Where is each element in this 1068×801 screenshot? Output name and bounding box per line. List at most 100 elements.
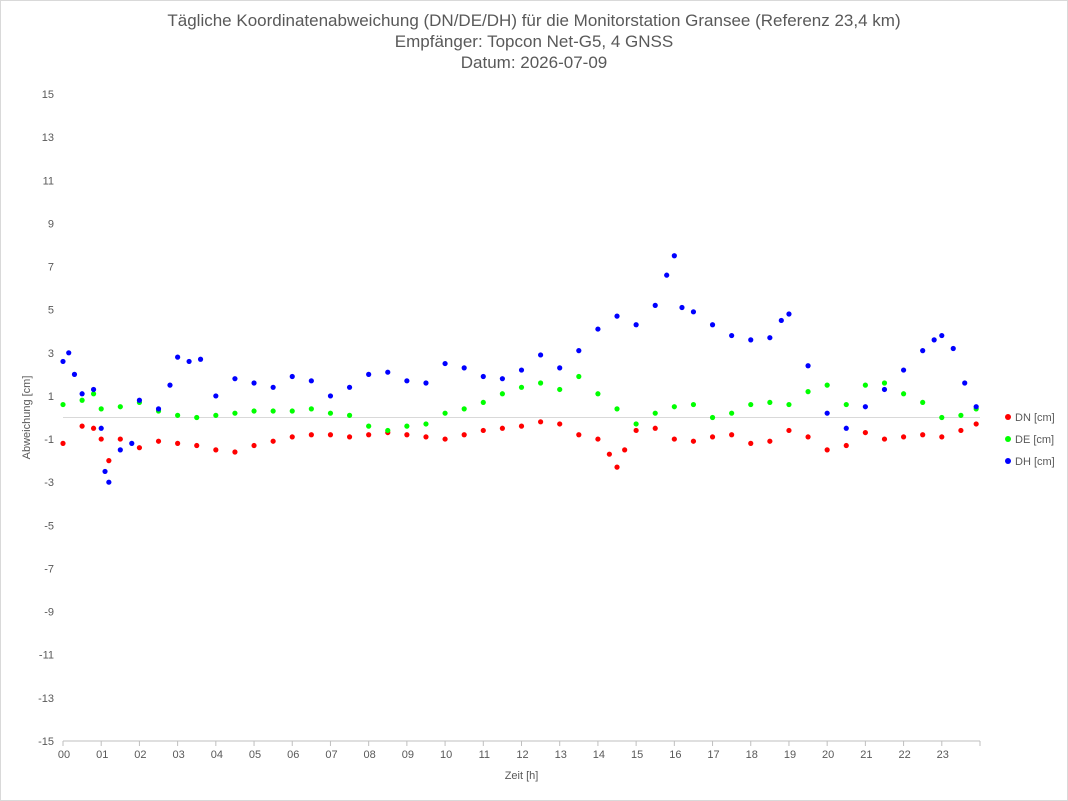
data-point-dh: [213, 393, 219, 399]
chart-title: Tägliche Koordinatenabweichung (DN/DE/DH…: [167, 11, 901, 30]
data-point-dh: [824, 410, 830, 416]
data-point-dn: [442, 436, 448, 442]
data-point-dn: [958, 427, 964, 434]
data-point-de: [748, 401, 754, 408]
x-tick-label: 02: [134, 749, 146, 761]
y-tick-label: 7: [48, 262, 54, 274]
data-point-dh: [442, 360, 448, 367]
x-axis-title: Zeit [h]: [505, 770, 539, 782]
data-point-dn: [690, 438, 697, 444]
data-point-dn: [786, 427, 792, 434]
data-point-dh: [939, 332, 945, 339]
data-point-de: [98, 406, 104, 412]
plot-marks: [60, 253, 979, 485]
data-point-dh: [709, 322, 716, 328]
x-tick-label: 16: [669, 749, 681, 761]
data-point-dh: [308, 378, 314, 384]
data-point-dn: [79, 423, 85, 429]
data-point-dn: [862, 429, 868, 436]
data-point-dn: [538, 419, 544, 425]
x-tick-label: 21: [860, 749, 872, 761]
data-point-dh: [186, 358, 192, 365]
data-point-dh: [690, 309, 697, 315]
data-point-dh: [106, 479, 112, 485]
data-point-dh: [900, 367, 907, 373]
y-tick-label: -7: [44, 563, 54, 575]
data-point-de: [346, 412, 353, 418]
x-tick-label: 19: [784, 749, 796, 761]
data-point-de: [690, 401, 697, 408]
data-point-dn: [404, 432, 410, 438]
data-point-dh: [175, 354, 181, 360]
x-tick-label: 01: [96, 749, 108, 761]
x-tick-label: 23: [937, 749, 949, 761]
data-point-dn: [843, 442, 849, 449]
data-point-de: [824, 382, 830, 388]
y-tick-label: -11: [39, 650, 54, 662]
data-point-de: [60, 401, 66, 408]
data-point-dh: [98, 425, 104, 431]
data-point-dh: [66, 350, 72, 356]
data-point-de: [327, 410, 334, 416]
data-point-dn: [939, 434, 945, 440]
data-point-dn: [748, 440, 754, 446]
y-tick-label: 15: [42, 89, 54, 101]
data-point-dh: [786, 311, 792, 317]
data-point-dh: [129, 440, 135, 446]
x-tick-label: 18: [746, 749, 758, 761]
data-point-de: [671, 404, 677, 410]
data-point-dh: [461, 365, 467, 371]
data-point-dh: [327, 393, 334, 399]
data-point-de: [881, 380, 888, 386]
data-point-dh: [595, 326, 601, 332]
x-tick-label: 11: [479, 749, 490, 761]
data-point-dh: [385, 369, 391, 375]
data-point-dn: [480, 427, 486, 434]
y-tick-label: 5: [48, 305, 54, 317]
y-tick-label: -3: [44, 477, 54, 489]
data-point-de: [652, 410, 658, 416]
data-point-dh: [576, 348, 582, 354]
data-point-de: [920, 399, 926, 406]
data-point-de: [843, 401, 849, 408]
data-point-dn: [366, 432, 372, 438]
data-point-dh: [843, 425, 849, 431]
data-point-dh: [71, 371, 78, 377]
data-point-dn: [155, 438, 162, 444]
data-point-dh: [862, 404, 868, 410]
x-tick-label: 12: [516, 749, 528, 761]
data-point-de: [729, 410, 735, 416]
data-point-dn: [90, 425, 97, 431]
data-point-dh: [679, 304, 685, 311]
legend-label: DH [cm]: [1015, 456, 1055, 468]
data-point-de: [442, 410, 448, 416]
data-point-dh: [499, 376, 505, 382]
data-point-dh: [538, 352, 544, 358]
x-tick-label: 05: [249, 749, 261, 761]
data-point-dn: [106, 458, 112, 464]
y-tick-label: 9: [48, 218, 54, 230]
data-point-dn: [327, 432, 334, 438]
data-point-de: [79, 397, 85, 403]
data-point-dh: [251, 380, 257, 386]
x-tick-label: 04: [211, 749, 223, 761]
data-point-dh: [881, 386, 888, 393]
y-tick-label: 11: [43, 175, 54, 187]
data-point-de: [385, 427, 391, 434]
data-point-dn: [729, 432, 735, 438]
legend-marker-dn: [1005, 414, 1011, 420]
data-point-de: [461, 406, 467, 412]
x-tick-label: 07: [325, 749, 337, 761]
data-point-dh: [270, 384, 276, 390]
data-point-dh: [805, 363, 811, 369]
data-point-dh: [346, 384, 353, 390]
legend-marker-dh: [1005, 458, 1011, 464]
y-axis-title: Abweichung [cm]: [21, 376, 33, 460]
data-point-dn: [767, 438, 773, 444]
data-point-dn: [499, 425, 505, 431]
x-tick-label: 09: [402, 749, 414, 761]
data-point-dn: [232, 449, 238, 455]
data-point-dh: [950, 345, 956, 352]
data-point-dn: [824, 447, 830, 453]
data-point-dh: [366, 371, 372, 377]
